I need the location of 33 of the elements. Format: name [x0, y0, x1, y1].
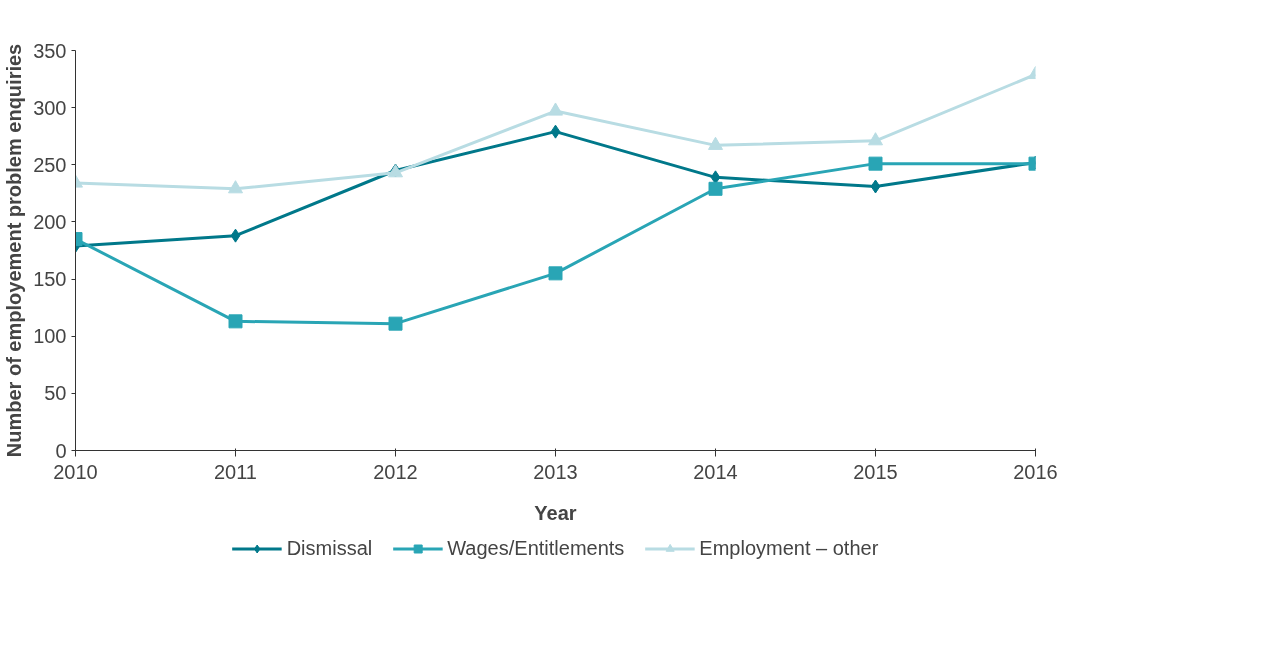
x-tick-label: 2012: [373, 460, 418, 483]
point: [868, 132, 883, 146]
x-tick-label: 2013: [533, 460, 578, 483]
y-tick-label: 150: [33, 268, 67, 291]
legend-label: Dismissal: [286, 536, 373, 560]
legend-label: Wages/Entitlements: [447, 536, 625, 560]
point: [868, 156, 883, 171]
point: [708, 136, 723, 150]
y-tick-label: 200: [33, 210, 67, 233]
y-tick-label: 350: [33, 39, 67, 62]
point: [228, 180, 243, 194]
y-axis-title: Number of employement problem enquiries: [3, 43, 26, 458]
point: [710, 170, 721, 185]
point: [548, 266, 563, 281]
x-axis-title: Year: [534, 501, 577, 524]
point: [388, 316, 403, 331]
x-tick-label: 2011: [214, 460, 258, 483]
point: [550, 124, 561, 139]
y-tick-label: 50: [44, 382, 67, 405]
point: [228, 314, 243, 329]
y-tick-label: 100: [33, 325, 67, 348]
legend-label: Employment – other: [699, 536, 879, 560]
point: [548, 102, 563, 116]
point: [708, 181, 723, 196]
x-tick-label: 2016: [1013, 460, 1058, 483]
point: [230, 228, 241, 243]
y-tick-label: 0: [55, 439, 67, 462]
x-tick-label: 2015: [853, 460, 898, 483]
x-tick-label: 2014: [693, 460, 738, 483]
x-tick-label: 2010: [53, 460, 98, 483]
point: [870, 179, 881, 194]
y-tick-label: 250: [33, 153, 67, 176]
y-tick-label: 300: [33, 96, 67, 119]
